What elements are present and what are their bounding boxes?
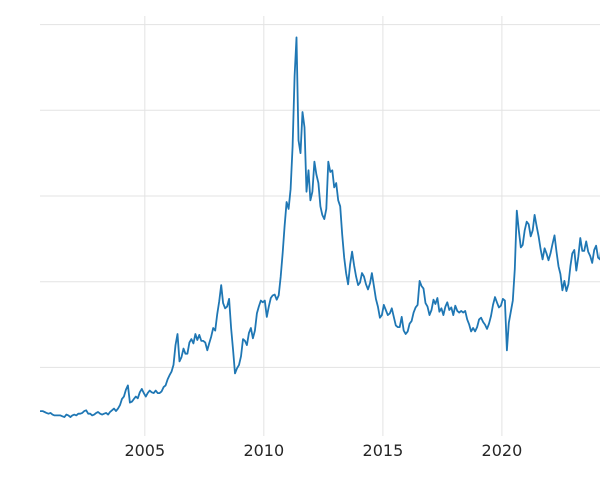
x-tick-label: 2015 [363, 441, 404, 460]
plot-background [40, 16, 600, 466]
price-line-series [40, 36, 600, 418]
x-tick-label: 2020 [482, 441, 523, 460]
chart-canvas: 2005 2010 2015 2020 [40, 16, 600, 466]
x-tick-label: 2005 [124, 441, 165, 460]
x-tick-label: 2010 [243, 441, 284, 460]
line-chart-figure: 2005 2010 2015 2020 [40, 16, 600, 466]
